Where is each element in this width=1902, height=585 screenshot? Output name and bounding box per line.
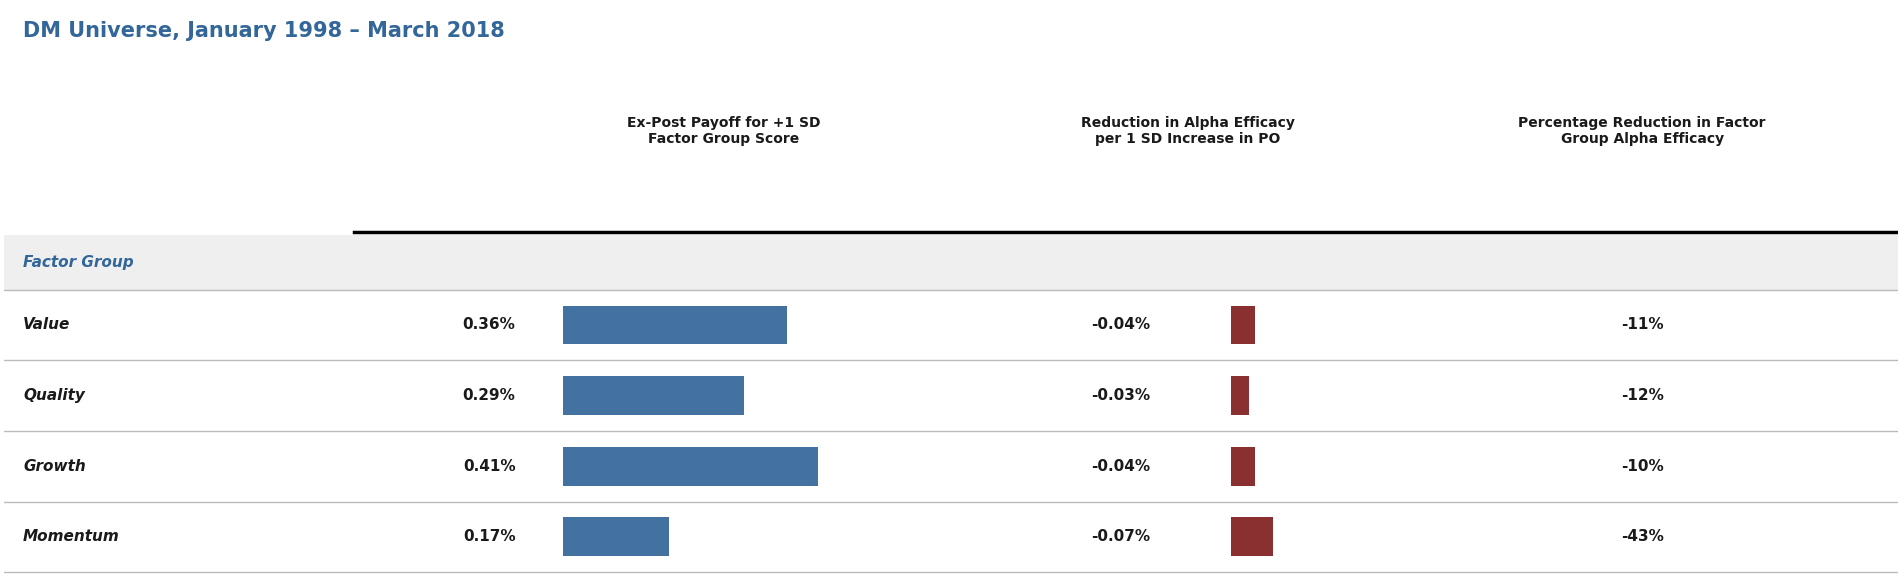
Text: Growth: Growth: [23, 459, 86, 474]
Text: -0.03%: -0.03%: [1090, 388, 1151, 403]
Bar: [563, 447, 818, 486]
Bar: [563, 518, 670, 556]
Text: -0.04%: -0.04%: [1090, 318, 1151, 332]
Text: -10%: -10%: [1621, 459, 1664, 474]
Text: -0.04%: -0.04%: [1090, 459, 1151, 474]
Text: Percentage Reduction in Factor
Group Alpha Efficacy: Percentage Reduction in Factor Group Alp…: [1518, 116, 1765, 146]
Bar: [1231, 376, 1250, 415]
Text: Momentum: Momentum: [23, 529, 120, 545]
Text: 0.29%: 0.29%: [462, 388, 515, 403]
Text: -43%: -43%: [1621, 529, 1664, 545]
Bar: [4, 235, 1898, 290]
Text: Quality: Quality: [23, 388, 86, 403]
Text: 0.41%: 0.41%: [462, 459, 515, 474]
Bar: [563, 376, 744, 415]
Bar: [1231, 447, 1255, 486]
Bar: [1231, 518, 1272, 556]
Bar: [1231, 305, 1255, 345]
Text: Ex-Post Payoff for +1 SD
Factor Group Score: Ex-Post Payoff for +1 SD Factor Group Sc…: [628, 116, 820, 146]
Text: DM Universe, January 1998 – March 2018: DM Universe, January 1998 – March 2018: [23, 22, 504, 42]
Text: Factor Group: Factor Group: [23, 254, 133, 270]
Bar: [563, 305, 787, 345]
Text: Value: Value: [23, 318, 70, 332]
Text: Reduction in Alpha Efficacy
per 1 SD Increase in PO: Reduction in Alpha Efficacy per 1 SD Inc…: [1080, 116, 1295, 146]
Text: -12%: -12%: [1621, 388, 1664, 403]
Text: 0.17%: 0.17%: [462, 529, 515, 545]
Text: -0.07%: -0.07%: [1090, 529, 1151, 545]
Text: -11%: -11%: [1621, 318, 1664, 332]
Text: 0.36%: 0.36%: [462, 318, 515, 332]
